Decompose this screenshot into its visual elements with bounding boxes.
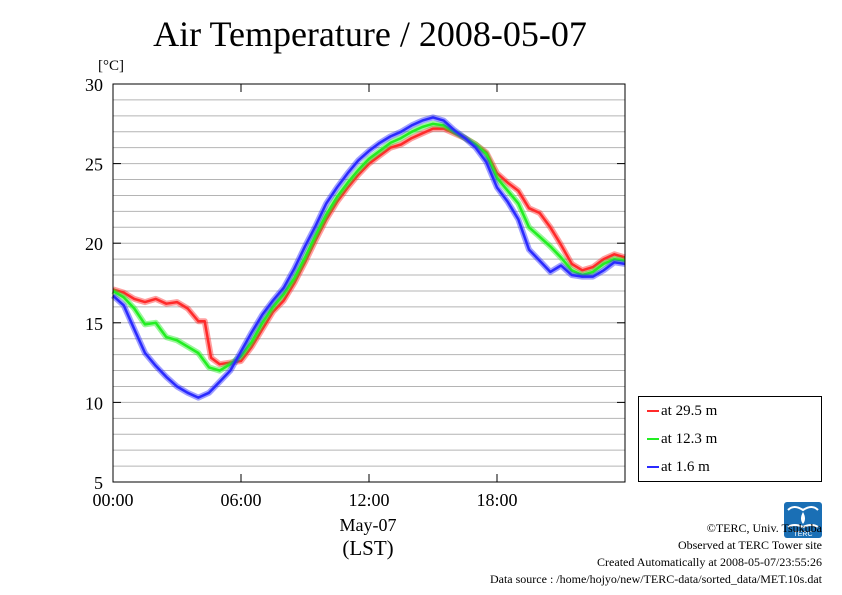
x-axis-date-label: May-07 (340, 515, 397, 535)
x-tick-label: 18:00 (476, 490, 517, 510)
y-tick-label: 10 (85, 393, 103, 413)
chart-title: Air Temperature / 2008-05-07 (153, 14, 587, 54)
y-tick-label: 5 (94, 473, 103, 493)
legend-label-29-5m: at 29.5 m (661, 403, 718, 419)
created-text: Created Automatically at 2008-05-07/23:5… (597, 555, 822, 569)
y-tick-label: 15 (85, 314, 103, 334)
terc-logo: TERC (784, 502, 822, 538)
x-tick-label: 12:00 (348, 490, 389, 510)
observed-text: Observed at TERC Tower site (677, 538, 822, 552)
series-line-2 (112, 116, 626, 399)
axis-ticks: 5 10 15 20 25 30 00:00 06:00 12:00 18:00 (85, 75, 625, 510)
y-tick-label: 25 (85, 155, 103, 175)
copyright-text: ©TERC, Univ. Tsukuba (706, 521, 822, 535)
logo-text: TERC (793, 531, 812, 538)
series-line-1 (112, 122, 626, 372)
x-axis-unit-label: (LST) (342, 536, 393, 560)
source-text: Data source : /home/hojyo/new/TERC-data/… (489, 572, 822, 586)
legend-label-12-3m: at 12.3 m (661, 431, 718, 447)
series-lines (110, 114, 626, 401)
legend-label-1-6m: at 1.6 m (661, 459, 710, 475)
plot-frame (112, 83, 626, 483)
legend-swatch-1-6m (647, 466, 659, 468)
legend-swatch-29-5m (647, 410, 659, 412)
x-tick-label: 00:00 (92, 490, 133, 510)
y-axis-label: [°C] (98, 58, 124, 74)
series-line-0 (112, 127, 626, 366)
y-tick-label: 30 (85, 75, 103, 95)
y-tick-label: 20 (85, 234, 103, 254)
x-tick-label: 06:00 (220, 490, 261, 510)
legend-swatch-12-3m (647, 438, 659, 440)
series-halo-1 (111, 120, 626, 374)
legend: at 29.5 m at 12.3 m at 1.6 m (638, 396, 822, 482)
